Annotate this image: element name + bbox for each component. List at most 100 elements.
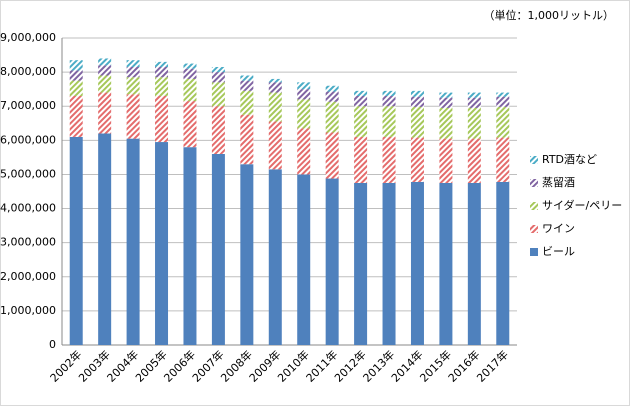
bar-segment (325, 132, 339, 179)
legend-label: 蒸留酒 (542, 176, 575, 189)
bar-segment (126, 138, 140, 345)
bar-segment (268, 78, 282, 83)
y-tick-label: 7,000,000 (0, 99, 56, 112)
bar-segment (126, 94, 140, 139)
bar-segment (354, 90, 368, 96)
bar-segment (467, 97, 481, 108)
bar-segment (69, 60, 83, 71)
bar-segment (439, 182, 453, 345)
bar-segment (268, 169, 282, 345)
bar-segment (439, 107, 453, 139)
y-tick-label: 1,000,000 (0, 304, 56, 317)
bar-segment (98, 133, 112, 345)
legend-swatch (530, 248, 538, 256)
bar-segment (126, 77, 140, 95)
bar-segment (155, 95, 169, 143)
y-tick-label: 2,000,000 (0, 270, 56, 283)
bar-segment (354, 95, 368, 107)
bar-segment (410, 181, 424, 345)
bar-segment (268, 82, 282, 93)
bar-segment (496, 137, 510, 182)
bar-segment (382, 106, 396, 137)
legend-label: サイダー/ペリー (542, 198, 622, 212)
bar-segment (382, 182, 396, 345)
bar-segment (69, 70, 83, 81)
bar-segment (211, 153, 225, 345)
bar-segment (439, 138, 453, 183)
bar-segment (240, 75, 254, 81)
legend-swatch (530, 179, 538, 187)
bar-segment (439, 92, 453, 98)
bar-segment (496, 92, 510, 97)
y-tick-label: 4,000,000 (0, 202, 56, 215)
bar-segment (467, 92, 481, 98)
bar-segment (211, 72, 225, 83)
bar-segment (268, 92, 282, 122)
bar-segment (155, 66, 169, 78)
legend-label: ワイン (542, 222, 575, 235)
bar-segment (354, 106, 368, 137)
bar-segment (354, 182, 368, 345)
bar-segment (410, 106, 424, 138)
bar-segment (325, 85, 339, 92)
legend-swatch (530, 225, 538, 233)
legend-label: RTD酒など (542, 153, 597, 166)
bar-segment (297, 99, 311, 129)
bar-segment (69, 80, 83, 96)
legend-label: ビール (542, 245, 575, 258)
bar-segment (183, 101, 197, 148)
bar-segment (496, 106, 510, 138)
bar-segment (69, 95, 83, 137)
bar-segment (382, 90, 396, 96)
y-tick-label: 6,000,000 (0, 133, 56, 146)
bar-segment (382, 95, 396, 107)
bar-segment (467, 107, 481, 139)
bar-segment (98, 65, 112, 76)
bar-segment (211, 82, 225, 107)
unit-note: （単位：1,000リットル） (484, 8, 615, 22)
bar-segment (410, 90, 424, 97)
bar-segment (126, 66, 140, 78)
bar-segment (496, 181, 510, 345)
bar-segment (240, 114, 254, 165)
bar-segment (183, 78, 197, 102)
bar-segment (155, 61, 169, 67)
bar-segment (268, 121, 282, 170)
bar-segment (297, 82, 311, 90)
y-tick-label: 3,000,000 (0, 236, 56, 249)
bar-segment (325, 91, 339, 102)
bar-segment (410, 137, 424, 182)
bar-segment (354, 136, 368, 183)
bar-segment (467, 138, 481, 183)
bar-segment (325, 101, 339, 133)
bar-segment (297, 128, 311, 175)
bar-segment (211, 66, 225, 73)
bar-segment (183, 63, 197, 69)
bar-segment (240, 90, 254, 115)
y-tick-label: 8,000,000 (0, 65, 56, 78)
bar-segment (297, 174, 311, 345)
bar-segment (439, 97, 453, 108)
bar-segment (211, 106, 225, 154)
bar-segment (183, 68, 197, 79)
bar-segment (69, 136, 83, 345)
bar-segment (98, 75, 112, 93)
bar-segment (126, 60, 140, 67)
bar-segment (410, 96, 424, 107)
bar-segment (467, 182, 481, 345)
bar-segment (155, 77, 169, 96)
y-tick-label: 5,000,000 (0, 167, 56, 180)
bar-segment (240, 80, 254, 91)
bar-segment (98, 92, 112, 134)
bar-segment (496, 96, 510, 107)
bar-segment (155, 142, 169, 345)
y-tick-label: 0 (49, 338, 56, 351)
bar-segment (382, 136, 396, 183)
legend-swatch (530, 202, 538, 210)
bar-segment (325, 178, 339, 345)
bar-segment (240, 164, 254, 345)
y-tick-label: 9,000,000 (0, 31, 56, 44)
bar-segment (183, 147, 197, 345)
bar-segment (297, 89, 311, 100)
